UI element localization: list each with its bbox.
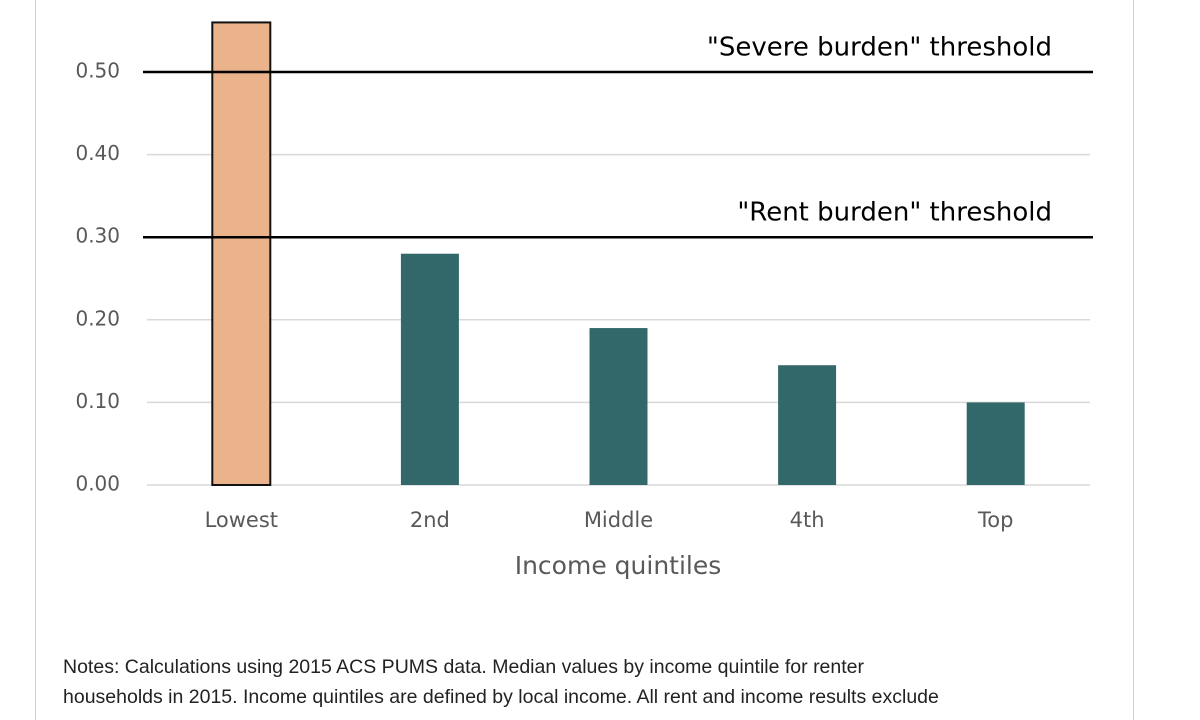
y-tick-label: 0.30 xyxy=(75,224,120,248)
notes-line: households in 2015. Income quintiles are… xyxy=(63,686,939,708)
x-tick-label: Top xyxy=(977,508,1013,532)
bar xyxy=(966,402,1025,485)
notes: Notes: Calculations using 2015 ACS PUMS … xyxy=(63,652,1143,712)
x-tick-label: 4th xyxy=(790,508,825,532)
x-tick-label: 2nd xyxy=(410,508,450,532)
y-tick-label: 0.40 xyxy=(75,141,120,165)
x-tick-label: Lowest xyxy=(205,508,278,532)
threshold-label: "Severe burden" threshold xyxy=(707,33,1052,63)
notes-line: Notes: Calculations using 2015 ACS PUMS … xyxy=(63,656,865,678)
x-axis-label: Income quintiles xyxy=(515,551,722,580)
y-tick-label: 0.10 xyxy=(75,389,120,413)
bar xyxy=(400,253,459,485)
bar xyxy=(589,328,648,485)
y-tick-label: 0.50 xyxy=(75,59,120,83)
x-tick-label: Middle xyxy=(584,508,653,532)
y-tick-label: 0.20 xyxy=(75,306,120,330)
bar xyxy=(211,21,272,486)
y-tick-label: 0.00 xyxy=(75,472,120,496)
threshold-label: "Rent burden" threshold xyxy=(737,198,1052,228)
bar xyxy=(778,365,837,485)
